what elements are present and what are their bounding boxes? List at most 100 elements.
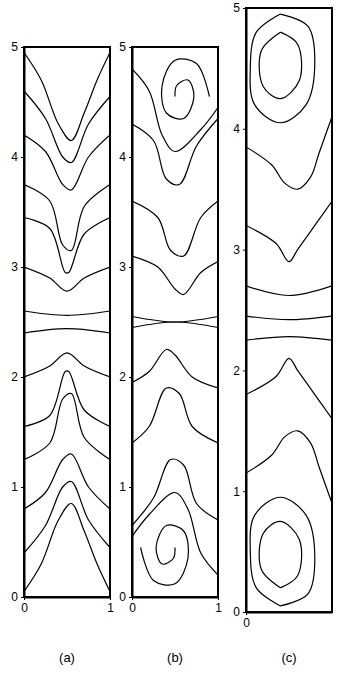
streamline — [24, 267, 110, 291]
x-tick: 1 — [215, 597, 222, 615]
y-tick-mark — [21, 267, 24, 268]
streamline — [24, 53, 110, 141]
y-tick-label: 5 — [119, 40, 126, 54]
streamline — [24, 371, 110, 427]
x-tick: 1 — [107, 597, 114, 615]
y-tick-label: 5 — [233, 1, 240, 15]
y-tick-mark — [243, 8, 246, 9]
y-tick: 5 — [119, 40, 132, 54]
x-tick-label: 1 — [107, 601, 114, 615]
y-tick-mark — [21, 47, 24, 48]
y-axis: 0 1 2 3 4 5 — [119, 40, 132, 604]
streamline — [132, 349, 218, 388]
x-tick-label: 1 — [215, 601, 222, 615]
x-axis: 01 — [129, 597, 222, 615]
y-tick-label: 4 — [119, 150, 126, 164]
streamline — [246, 358, 332, 418]
streamline — [162, 59, 210, 119]
y-tick-label: 0 — [233, 605, 240, 619]
streamline — [132, 317, 218, 323]
y-tick-mark — [21, 487, 24, 488]
x-axis: 0 — [243, 612, 332, 630]
y-tick: 2 — [119, 370, 132, 384]
y-tick-label: 1 — [11, 480, 18, 494]
x-tick: 0 — [129, 597, 136, 615]
y-tick: 0 — [233, 605, 246, 619]
streamline — [132, 256, 218, 295]
y-tick-label: 2 — [11, 370, 18, 384]
y-axis: 0 1 2 3 4 5 — [233, 1, 246, 619]
y-tick-mark — [243, 250, 246, 251]
y-tick: 1 — [11, 480, 24, 494]
y-tick-label: 5 — [11, 40, 18, 54]
streamline — [246, 117, 332, 190]
y-tick-mark — [243, 370, 246, 371]
streamline — [24, 503, 110, 591]
figure: 01012345(a)01012345(b)0012345(c) — [0, 0, 342, 682]
streamline — [141, 525, 189, 585]
x-axis-line — [247, 612, 333, 614]
y-tick-mark — [21, 157, 24, 158]
streamline — [246, 316, 332, 320]
panel-label: (c) — [281, 650, 296, 665]
y-tick: 0 — [11, 590, 24, 604]
panel: 00 1 2 3 4 5 (c) — [233, 1, 332, 665]
y-tick-label: 4 — [233, 122, 240, 136]
y-tick-label: 1 — [119, 480, 126, 494]
streamline — [24, 393, 110, 459]
streamline — [24, 311, 110, 315]
plot-frame — [24, 47, 110, 597]
y-tick: 2 — [11, 370, 24, 384]
plot-frame — [246, 8, 332, 612]
y-tick: 5 — [233, 1, 246, 15]
y-tick-label: 3 — [11, 260, 18, 274]
panel: 01012345(a) — [11, 40, 114, 665]
y-tick-mark — [129, 47, 132, 48]
streamline — [246, 431, 332, 504]
streamline — [24, 185, 110, 251]
streamline — [259, 521, 301, 587]
panel: 01012345(b) — [119, 40, 222, 665]
y-tick-mark — [129, 597, 132, 598]
x-tick-label: 0 — [21, 601, 28, 615]
streamline — [132, 119, 218, 185]
streamline — [246, 286, 332, 296]
y-axis-line — [246, 9, 248, 613]
y-tick: 3 — [11, 260, 24, 274]
streamline — [259, 32, 301, 98]
x-tick: 0 — [21, 597, 28, 615]
streamline — [132, 322, 218, 328]
y-tick-label: 2 — [233, 364, 240, 378]
streamline — [246, 337, 332, 341]
y-tick-mark — [21, 597, 24, 598]
y-tick-label: 4 — [11, 150, 18, 164]
y-tick-label: 1 — [233, 485, 240, 499]
streamline — [24, 329, 110, 333]
streamlines — [24, 53, 110, 592]
y-tick-mark — [21, 377, 24, 378]
y-tick: 1 — [119, 480, 132, 494]
y-tick: 3 — [119, 260, 132, 274]
y-tick: 4 — [119, 150, 132, 164]
y-tick-mark — [243, 491, 246, 492]
x-axis: 01 — [21, 597, 114, 615]
streamline — [24, 454, 110, 509]
y-tick-mark — [129, 157, 132, 158]
streamline — [132, 201, 218, 256]
streamline — [24, 91, 110, 163]
y-tick-mark — [129, 377, 132, 378]
x-axis-line — [25, 597, 111, 599]
plot-frame — [132, 47, 218, 597]
x-tick-label: 0 — [243, 616, 250, 630]
y-tick-label: 0 — [119, 590, 126, 604]
y-tick-mark — [243, 129, 246, 130]
x-tick: 0 — [243, 612, 250, 630]
y-axis-line — [132, 48, 134, 598]
y-tick-label: 0 — [11, 590, 18, 604]
streamlines — [246, 14, 332, 606]
streamline — [132, 459, 218, 525]
y-tick: 4 — [233, 122, 246, 136]
y-tick: 3 — [233, 243, 246, 257]
x-axis-line — [133, 597, 219, 599]
y-tick-mark — [243, 612, 246, 613]
